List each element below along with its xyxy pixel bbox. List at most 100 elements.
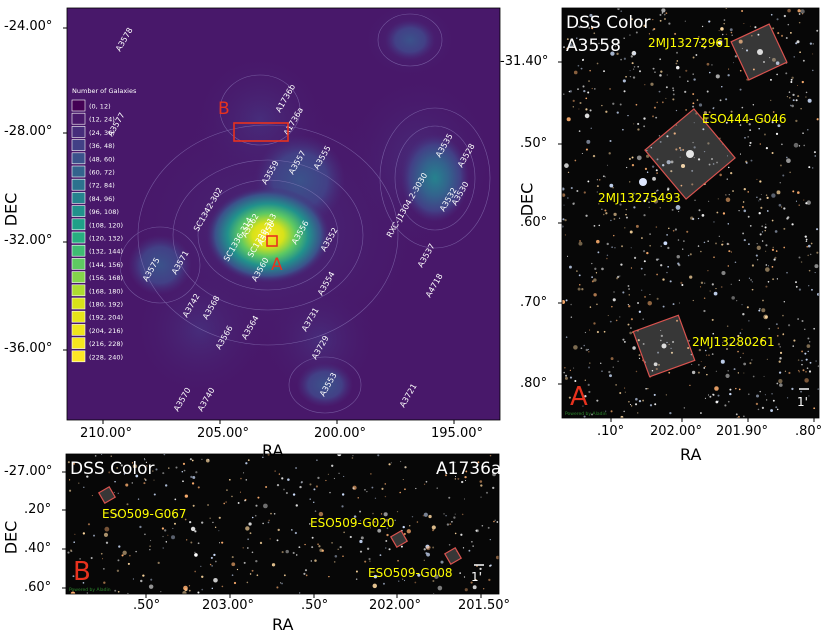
star bbox=[704, 366, 706, 368]
star bbox=[353, 515, 357, 518]
star bbox=[226, 489, 228, 492]
star bbox=[388, 463, 391, 466]
star bbox=[434, 574, 439, 579]
star bbox=[713, 41, 716, 44]
star bbox=[436, 487, 438, 489]
star bbox=[610, 357, 614, 361]
region-a-marker: A bbox=[271, 255, 283, 275]
star bbox=[660, 329, 662, 332]
star bbox=[74, 533, 76, 535]
star bbox=[104, 526, 110, 532]
star bbox=[678, 146, 681, 149]
star bbox=[786, 397, 789, 399]
star bbox=[667, 266, 669, 268]
star bbox=[684, 90, 687, 93]
star bbox=[737, 372, 740, 374]
legend-swatch bbox=[71, 218, 86, 231]
star bbox=[655, 258, 659, 261]
star bbox=[625, 208, 627, 211]
star bbox=[690, 353, 693, 356]
star bbox=[596, 185, 599, 188]
star bbox=[792, 99, 795, 102]
star bbox=[309, 483, 312, 486]
star bbox=[584, 379, 586, 381]
star bbox=[764, 226, 767, 229]
star bbox=[660, 245, 662, 247]
star bbox=[732, 62, 734, 64]
legend-swatch bbox=[71, 178, 86, 191]
star bbox=[667, 187, 670, 190]
star bbox=[783, 14, 786, 18]
star bbox=[782, 174, 785, 177]
star bbox=[718, 30, 720, 32]
star bbox=[656, 189, 659, 192]
star bbox=[788, 371, 791, 375]
star bbox=[755, 254, 758, 257]
legend-label: (144, 156) bbox=[89, 261, 123, 269]
star bbox=[775, 406, 778, 409]
star bbox=[672, 89, 675, 92]
star bbox=[708, 111, 711, 114]
star bbox=[359, 520, 361, 522]
legend-swatch bbox=[71, 244, 86, 257]
star bbox=[743, 362, 747, 366]
star bbox=[714, 336, 717, 339]
star bbox=[807, 337, 810, 340]
star bbox=[637, 302, 639, 304]
star bbox=[311, 546, 314, 549]
star bbox=[811, 288, 813, 291]
star bbox=[295, 467, 298, 470]
star bbox=[775, 323, 778, 326]
star bbox=[748, 118, 751, 120]
star bbox=[357, 497, 359, 499]
star bbox=[331, 542, 333, 544]
star bbox=[801, 80, 804, 84]
star bbox=[581, 288, 584, 291]
star bbox=[733, 368, 736, 371]
star bbox=[623, 57, 626, 60]
x-tick: .50° bbox=[133, 598, 161, 613]
star bbox=[659, 207, 661, 209]
star bbox=[231, 562, 236, 567]
star bbox=[173, 516, 176, 519]
star bbox=[725, 194, 727, 196]
star bbox=[593, 278, 597, 282]
star bbox=[620, 10, 623, 13]
star bbox=[776, 18, 779, 21]
star bbox=[692, 105, 695, 108]
legend-label: (84, 96) bbox=[89, 195, 115, 203]
star bbox=[432, 529, 435, 532]
star bbox=[623, 37, 625, 39]
star bbox=[461, 480, 464, 484]
star bbox=[102, 558, 104, 560]
star bbox=[741, 328, 743, 330]
star bbox=[712, 163, 715, 165]
star bbox=[100, 552, 103, 555]
star bbox=[635, 31, 638, 34]
star bbox=[479, 572, 482, 574]
y-tick: .40° bbox=[24, 541, 52, 556]
star bbox=[443, 513, 445, 515]
star bbox=[311, 536, 314, 539]
star bbox=[570, 303, 572, 306]
star bbox=[629, 331, 633, 335]
star bbox=[212, 521, 214, 524]
star bbox=[564, 218, 567, 222]
legend-swatch bbox=[71, 112, 86, 125]
legend-swatch bbox=[71, 205, 86, 217]
legend-swatch bbox=[71, 99, 86, 112]
star bbox=[789, 104, 792, 107]
star bbox=[338, 472, 340, 474]
star bbox=[409, 525, 411, 527]
star bbox=[676, 60, 679, 62]
legend-title: Number of Galaxies bbox=[72, 87, 137, 95]
star bbox=[423, 483, 426, 485]
star bbox=[480, 484, 483, 487]
star bbox=[758, 117, 760, 119]
star bbox=[809, 42, 813, 45]
star bbox=[680, 149, 682, 151]
star bbox=[598, 42, 600, 45]
star bbox=[734, 261, 737, 264]
star bbox=[591, 280, 594, 283]
star bbox=[600, 362, 602, 364]
